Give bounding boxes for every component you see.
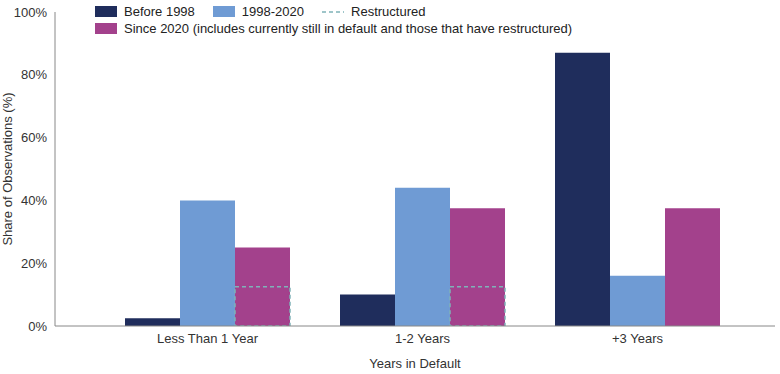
svg-text:20%: 20% — [21, 256, 47, 271]
html-text:1998-2020: 1998-2020 — [241, 4, 304, 19]
svg-text:Share of Observations (%): Share of Observations (%) — [8, 92, 15, 245]
svg-text:1-2 Years: 1-2 Years — [395, 331, 450, 346]
svg-text:Years in Default: Years in Default — [369, 356, 461, 371]
svg-text:80%: 80% — [21, 67, 47, 82]
svg-text:60%: 60% — [21, 130, 47, 145]
html-text:Before 1998: Before 1998 — [124, 4, 195, 19]
html-text:Restructured: Restructured — [351, 4, 426, 19]
svg-text:0%: 0% — [28, 319, 47, 334]
svg-text:100%: 100% — [14, 5, 48, 20]
svg-text:Less Than 1 Year: Less Than 1 Year — [157, 331, 259, 346]
svg-text:+3 Years: +3 Years — [612, 331, 663, 346]
svg-text:40%: 40% — [21, 193, 47, 208]
html-text:Since 2020 (includes currently: Since 2020 (includes currently still in … — [124, 21, 572, 36]
